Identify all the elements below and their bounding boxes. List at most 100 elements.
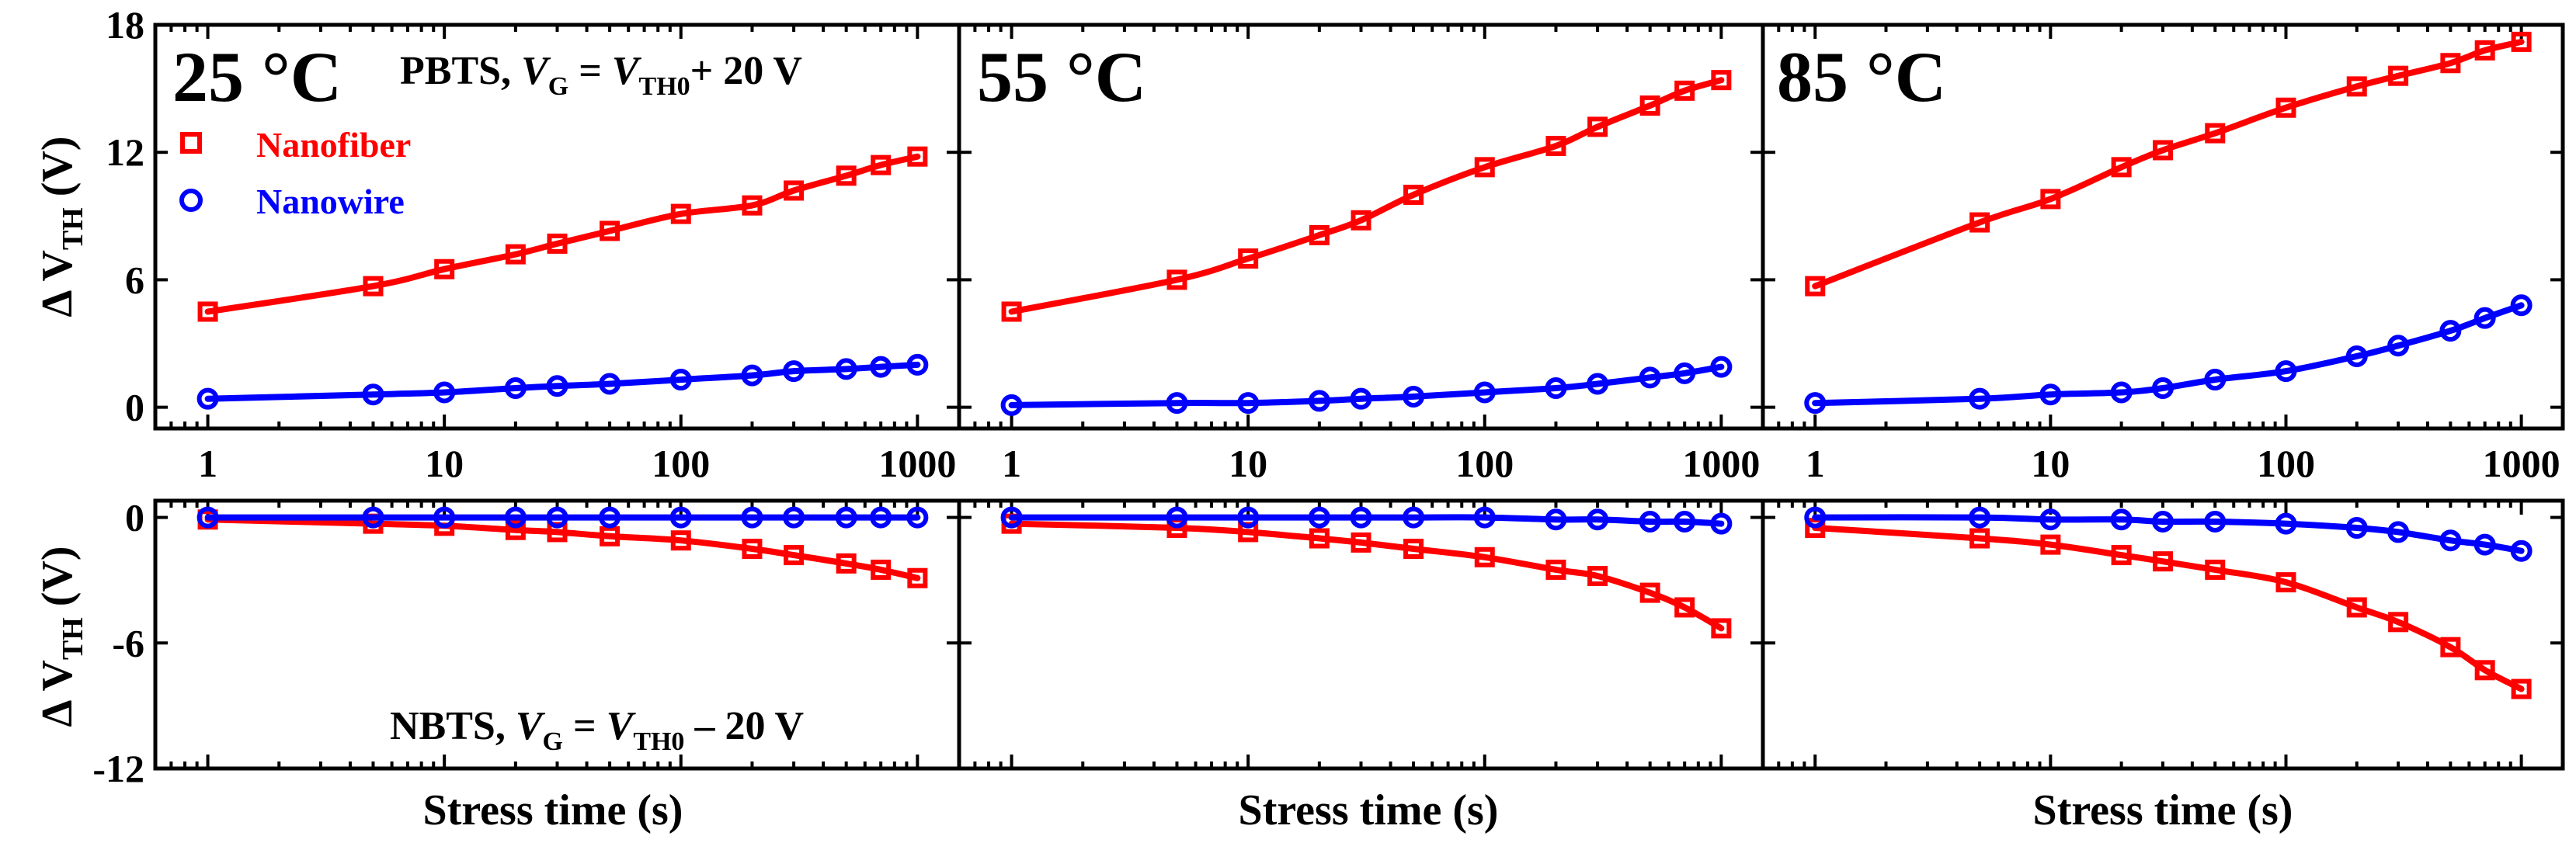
- data-point-nanofiber: [907, 146, 928, 167]
- data-point-nanowire: [2039, 383, 2062, 406]
- data-point-nanowire: [2039, 508, 2062, 531]
- data-point-nanowire: [2152, 377, 2174, 399]
- y-tick-label: 0: [125, 386, 144, 429]
- data-point-nanofiber: [2275, 97, 2296, 118]
- x-tick-label: 100: [2257, 442, 2315, 485]
- data-point-nanofiber: [1474, 546, 1495, 567]
- data-point-nanofiber: [1805, 276, 1826, 297]
- data-point-nanofiber: [871, 154, 892, 175]
- x-tick-label: 10: [2031, 442, 2070, 485]
- data-point-nanowire: [1969, 506, 1991, 529]
- data-point-nanofiber: [742, 195, 763, 216]
- data-point-nanofiber: [363, 276, 384, 297]
- data-point-nanofiber: [434, 258, 455, 279]
- y-tick-label: -12: [92, 747, 144, 790]
- panel-title-85c: 85 °C: [1777, 37, 1946, 116]
- data-point-nanofiber: [871, 559, 892, 580]
- legend-label-nanowire: Nanowire: [256, 182, 405, 221]
- data-point-nanowire: [1237, 506, 1260, 529]
- series-line-nanowire: [204, 361, 921, 402]
- data-point-nanowire: [433, 381, 456, 404]
- xlabel-85c: Stress time (s): [2033, 786, 2293, 834]
- panel-nbts-85c: [1761, 498, 2565, 771]
- data-point-nanofiber: [1403, 538, 1424, 559]
- data-point-nanowire: [2387, 335, 2410, 357]
- data-point-nanowire: [504, 506, 527, 529]
- series-line-nanowire: [1008, 514, 1725, 527]
- ylabel-top: Δ VTH (V): [33, 136, 89, 317]
- data-point-nanowire: [2510, 539, 2533, 562]
- y-tick-label: 12: [106, 130, 144, 174]
- data-point-nanowire: [1000, 394, 1023, 416]
- data-point-nanofiber: [1969, 212, 1990, 233]
- series-line-nanowire: [1812, 514, 2525, 554]
- data-point-nanowire: [2439, 320, 2462, 342]
- data-point-nanofiber: [2040, 534, 2061, 555]
- data-point-nanofiber: [1238, 248, 1259, 269]
- data-point-nanofiber: [2388, 612, 2409, 633]
- data-point-nanowire: [1308, 390, 1330, 412]
- data-point-nanowire: [196, 387, 219, 410]
- panel-pbts-25c: 1 10 100 1000 0 6 12 18: [106, 3, 961, 485]
- xlabel-55c: Stress time (s): [1239, 786, 1499, 834]
- data-point-nanowire: [1403, 506, 1425, 529]
- x-tick-label: 1: [1002, 442, 1021, 485]
- data-point-nanofiber: [784, 545, 805, 566]
- ylabel-bottom: Δ VTH (V): [33, 546, 89, 727]
- data-point-nanowire: [1350, 387, 1372, 410]
- data-point-nanofiber: [2275, 572, 2296, 593]
- x-tick-label: 1: [1806, 442, 1825, 485]
- data-point-nanofiber: [197, 301, 218, 322]
- data-point-nanofiber: [784, 180, 805, 201]
- data-point-nanowire: [2275, 360, 2297, 383]
- panel-nbts-25c: 0 -6 -12: [92, 496, 961, 790]
- data-point-nanowire: [599, 506, 621, 529]
- data-point-nanowire: [2152, 510, 2174, 533]
- data-point-nanowire: [2204, 510, 2227, 533]
- data-point-nanofiber: [2511, 31, 2532, 52]
- data-point-nanowire: [1545, 508, 1567, 531]
- data-point-nanofiber: [2205, 559, 2226, 580]
- panel-title-25c: 25 °C: [172, 37, 342, 116]
- data-point-nanowire: [2387, 521, 2410, 543]
- data-point-nanofiber: [1545, 136, 1566, 156]
- y-tick-label: 18: [106, 3, 144, 47]
- y-tick-label: 0: [125, 496, 144, 539]
- data-point-nanofiber: [1309, 528, 1330, 549]
- data-point-nanowire: [2473, 533, 2496, 556]
- data-point-nanowire: [546, 506, 568, 529]
- data-point-nanowire: [2345, 517, 2368, 539]
- data-point-nanowire: [669, 369, 692, 391]
- data-point-nanowire: [433, 506, 456, 529]
- panel-pbts-55c: 1 10 100 1000: [957, 23, 1765, 485]
- data-point-nanofiber: [1474, 157, 1495, 178]
- data-point-nanofiber: [2346, 597, 2367, 618]
- data-point-nanowire: [741, 506, 763, 529]
- x-tick-label: 100: [1455, 442, 1514, 485]
- data-point-nanofiber: [1587, 566, 1608, 587]
- x-tick-label: 10: [425, 442, 464, 485]
- legend: Nanofiber Nanowire: [179, 125, 411, 221]
- data-point-nanowire: [870, 506, 892, 529]
- x-tick-label: 1: [198, 442, 217, 485]
- data-point-nanofiber: [836, 165, 857, 186]
- data-point-nanowire: [1639, 366, 1661, 389]
- series-line-nanofiber: [204, 516, 921, 581]
- data-point-nanofiber: [2111, 545, 2132, 566]
- panel-nbts-55c: [957, 498, 1765, 771]
- data-point-nanofiber: [1001, 301, 1022, 322]
- data-point-nanofiber: [2440, 637, 2461, 657]
- data-point-nanofiber: [2511, 678, 2532, 699]
- data-point-nanofiber: [1403, 184, 1424, 205]
- data-point-nanofiber: [505, 519, 526, 540]
- x-tick-label: 1000: [1682, 442, 1760, 485]
- data-point-nanowire: [835, 358, 857, 380]
- data-point-nanowire: [906, 353, 929, 376]
- data-point-nanofiber: [1674, 80, 1695, 101]
- data-point-nanowire: [2345, 345, 2368, 367]
- data-point-nanowire: [783, 506, 805, 529]
- data-point-nanowire: [1473, 381, 1496, 404]
- x-tick-label: 1000: [878, 442, 956, 485]
- data-point-nanowire: [1308, 506, 1330, 529]
- data-point-nanofiber: [2474, 660, 2495, 681]
